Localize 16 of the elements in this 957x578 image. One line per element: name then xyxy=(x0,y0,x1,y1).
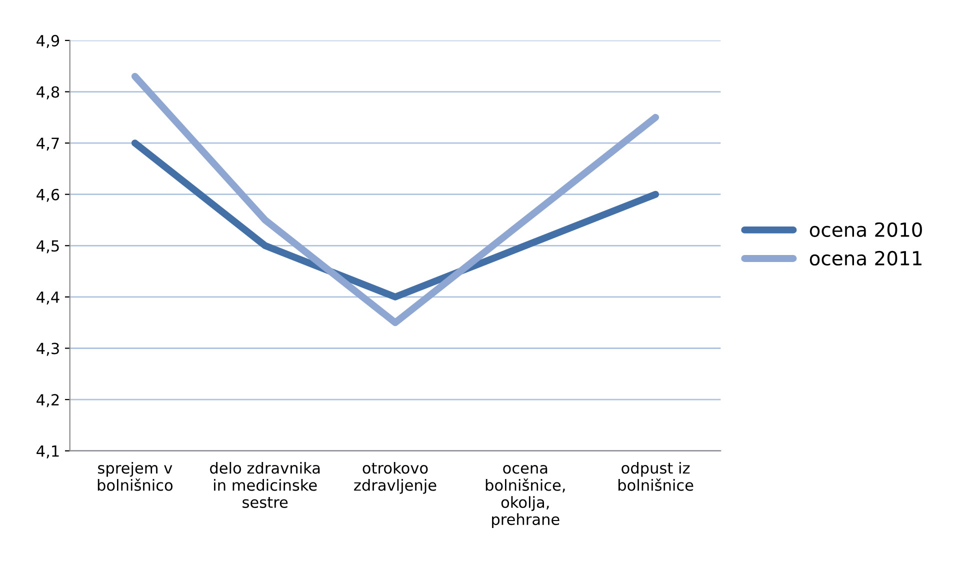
legend-label: ocena 2010 xyxy=(810,222,922,238)
x-tick-label: sprejem v bolnišnico xyxy=(98,462,173,491)
x-tick-label: otrokovo zdravljenje xyxy=(354,462,436,494)
legend-label: ocena 2011 xyxy=(810,250,922,266)
y-tick-label: 4,4 xyxy=(36,292,60,305)
y-tick-label: 4,6 xyxy=(36,188,60,202)
y-tick-label: 4,3 xyxy=(36,342,59,356)
y-tick-label: 4,8 xyxy=(36,86,60,100)
x-tick-label: odpust iz bolnišnice xyxy=(618,462,694,491)
x-tick-label: delo zdravnika in medicinske sestre xyxy=(210,462,320,508)
y-tick-label: 4,7 xyxy=(36,138,59,151)
y-tick-label: 4,2 xyxy=(36,394,59,408)
y-tick-label: 4,1 xyxy=(36,446,59,458)
y-tick-label: 4,9 xyxy=(36,34,60,48)
y-tick-label: 4,5 xyxy=(36,240,59,254)
x-tick-label: ocena bolnišnice, okolja, prehrane xyxy=(486,465,565,528)
